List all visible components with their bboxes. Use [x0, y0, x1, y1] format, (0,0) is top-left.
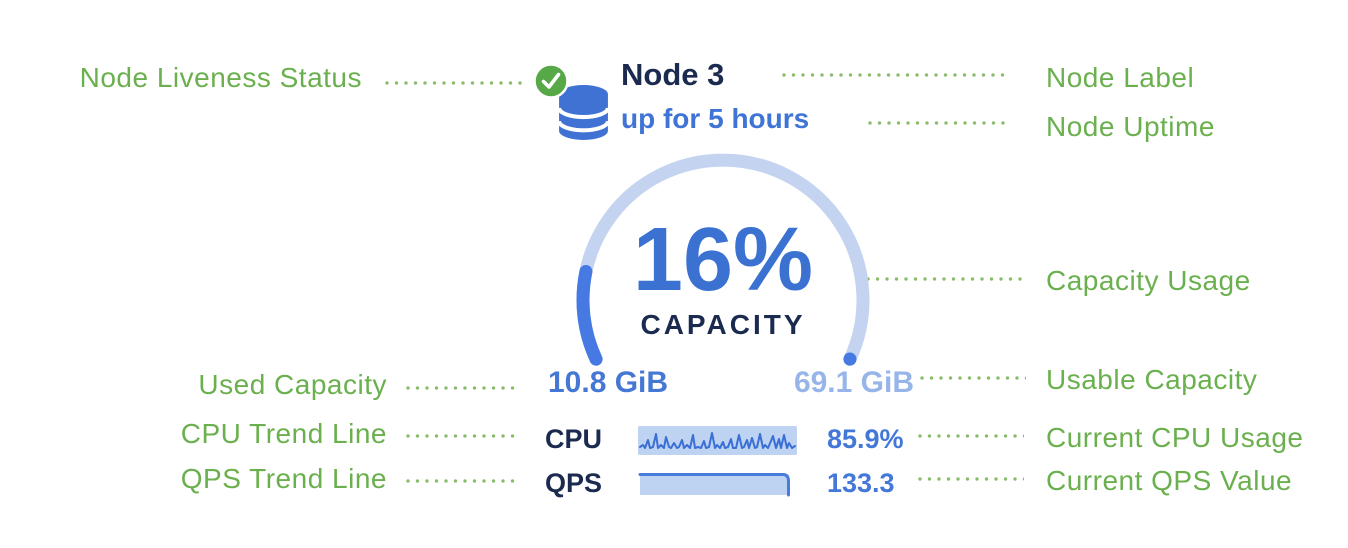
- annotation-cpu-trend-line: CPU Trend Line: [180, 418, 387, 449]
- usable-capacity-value: 69.1 GiB: [793, 366, 914, 399]
- leader-line-node-liveness: [385, 81, 523, 85]
- annotation-used-capacity: Used Capacity: [198, 369, 387, 400]
- annotation-node-uptime: Node Uptime: [1046, 111, 1215, 142]
- used-capacity-value: 10.8 GiB: [548, 366, 669, 399]
- annotation-node-label: Node Label: [1046, 62, 1195, 93]
- leader-line-node-label: [782, 73, 1008, 77]
- annotation-capacity-usage: Capacity Usage: [1046, 265, 1251, 296]
- leader-line-current-cpu: [918, 434, 1024, 438]
- cpu-sparkline: [638, 426, 797, 455]
- leader-line-usable-capacity: [920, 376, 1026, 380]
- capacity-percent: 16%: [632, 210, 814, 310]
- leader-line-current-qps: [918, 477, 1024, 481]
- capacity-label: CAPACITY: [640, 309, 806, 340]
- qps-trend-chart: [638, 473, 790, 497]
- leader-line-node-uptime: [868, 121, 1006, 125]
- qps-label: QPS: [545, 468, 603, 498]
- database-icon: [557, 85, 610, 140]
- leader-line-cpu-trend: [406, 434, 518, 438]
- node-uptime: up for 5 hours: [621, 103, 810, 134]
- node-title: Node 3: [621, 57, 725, 92]
- annotation-current-cpu-usage: Current CPU Usage: [1046, 422, 1304, 453]
- qps-current-value: 133.3: [827, 468, 895, 498]
- leader-line-capacity-usage: [866, 277, 1022, 281]
- annotation-current-qps-value: Current QPS Value: [1046, 465, 1293, 496]
- capacity-gauge: [576, 153, 870, 366]
- capacity-gauge-progress: [576, 153, 870, 366]
- annotation-node-liveness-status: Node Liveness Status: [79, 62, 362, 93]
- cpu-label: CPU: [545, 424, 603, 454]
- status-check-circle-icon: [533, 63, 569, 99]
- leader-line-qps-trend: [406, 479, 518, 483]
- annotation-usable-capacity: Usable Capacity: [1046, 364, 1258, 395]
- annotation-qps-trend-line: QPS Trend Line: [180, 463, 387, 494]
- leader-line-used-capacity: [406, 386, 518, 390]
- cpu-current-value: 85.9%: [827, 424, 904, 454]
